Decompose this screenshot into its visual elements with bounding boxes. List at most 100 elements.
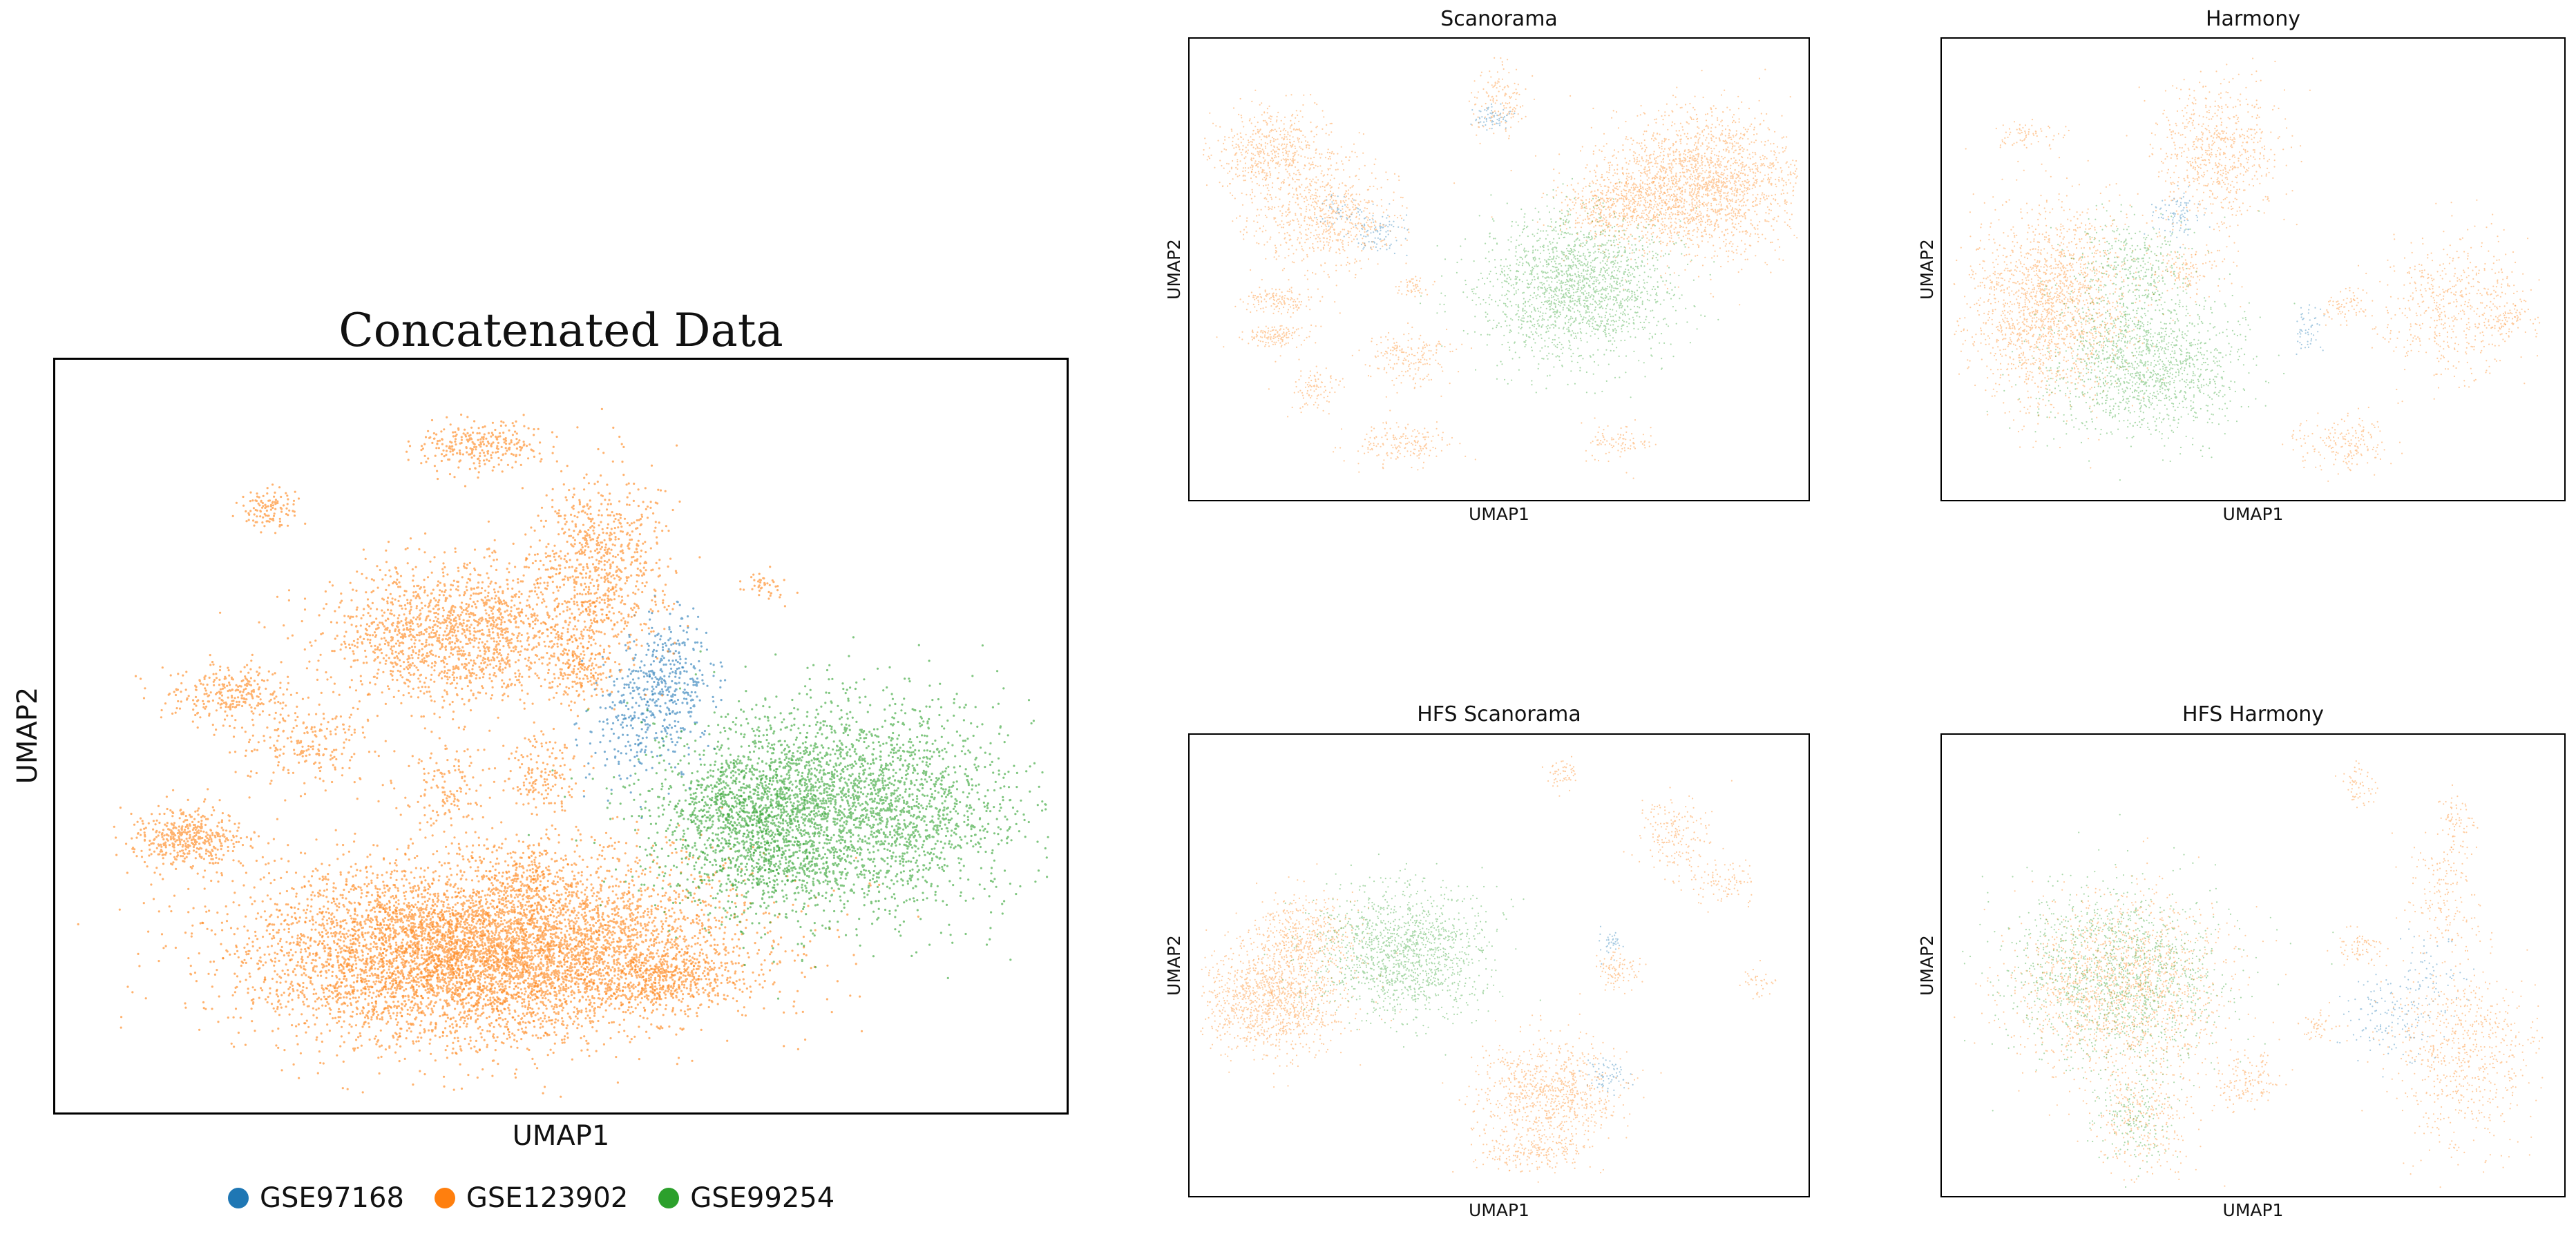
panel-title: Concatenated Data bbox=[338, 304, 783, 357]
series-GSE123902 bbox=[1203, 57, 1798, 479]
y-axis-label: UMAP2 bbox=[1164, 239, 1184, 300]
cluster-GSE97168-1 bbox=[2296, 304, 2325, 356]
panel-concatenated: Concatenated Data UMAP1 UMAP2 bbox=[0, 0, 1078, 1167]
cluster-GSE123902-7 bbox=[1325, 322, 1473, 398]
cluster-GSE123902-2 bbox=[2361, 920, 2544, 1188]
cluster-GSE123902-6 bbox=[2132, 235, 2243, 308]
legend-marker bbox=[434, 1188, 455, 1208]
cluster-GSE123902-7 bbox=[2334, 760, 2378, 809]
cluster-GSE123902-3 bbox=[1452, 1121, 1594, 1174]
panel-title: Harmony bbox=[2205, 7, 2301, 31]
cluster-GSE99254-0 bbox=[1962, 813, 2334, 1112]
cluster-GSE123902-5 bbox=[1673, 859, 1753, 913]
y-axis-label: UMAP2 bbox=[1164, 935, 1184, 996]
cluster-GSE123902-4 bbox=[2391, 827, 2493, 1001]
cluster-GSE123902-6 bbox=[2436, 784, 2479, 855]
cluster-GSE99254-1 bbox=[2045, 203, 2226, 356]
cluster-GSE123902-8 bbox=[2297, 1001, 2349, 1042]
cluster-GSE99254-0 bbox=[1419, 177, 1719, 398]
cluster-GSE123902-7 bbox=[2323, 287, 2374, 326]
cluster-GSE123902-5 bbox=[113, 788, 275, 897]
legend-label: GSE99254 bbox=[690, 1182, 835, 1214]
cluster-GSE99254-0 bbox=[1263, 854, 1541, 1056]
legend-label: GSE97168 bbox=[260, 1182, 404, 1214]
cluster-GSE123902-14 bbox=[467, 833, 570, 905]
x-axis-label: UMAP1 bbox=[1469, 1200, 1529, 1220]
panel-title: Scanorama bbox=[1440, 7, 1558, 31]
cluster-GSE123902-10 bbox=[1581, 417, 1657, 479]
cluster-GSE123902-1 bbox=[118, 800, 720, 1094]
cluster-GSE123902-5 bbox=[2327, 925, 2389, 967]
cluster-GSE123902-2 bbox=[584, 934, 766, 1018]
cluster-GSE123902-5 bbox=[2483, 296, 2541, 338]
cluster-GSE123902-6 bbox=[134, 654, 329, 736]
cluster-GSE97168-0 bbox=[2336, 974, 2446, 1078]
cluster-GSE123902-7 bbox=[1579, 947, 1647, 995]
cluster-GSE99254-1 bbox=[614, 724, 859, 939]
panel-title: HFS Harmony bbox=[2182, 702, 2324, 726]
cluster-GSE123902-0 bbox=[1200, 923, 1401, 1088]
x-axis-label: UMAP1 bbox=[512, 1120, 610, 1152]
y-axis-label: UMAP2 bbox=[1917, 239, 1937, 300]
cluster-GSE123902-1 bbox=[2119, 57, 2311, 263]
cluster-GSE123902-1 bbox=[2051, 1061, 2215, 1183]
scatter-area bbox=[1940, 733, 2566, 1197]
cluster-GSE123902-9 bbox=[1468, 57, 1536, 144]
series-GSE123902 bbox=[1200, 755, 1777, 1183]
cluster-GSE123902-6 bbox=[1268, 358, 1345, 418]
cluster-GSE123902-3 bbox=[2205, 1051, 2293, 1114]
series-GSE123902 bbox=[1953, 57, 2541, 482]
legend-entry-gse97168: GSE97168 bbox=[228, 1182, 404, 1214]
cluster-GSE123902-1 bbox=[1536, 148, 1704, 260]
series-GSE99254 bbox=[1263, 854, 1541, 1056]
y-axis-label: UMAP2 bbox=[12, 686, 44, 784]
legend-entry-gse123902: GSE123902 bbox=[434, 1182, 629, 1214]
cluster-GSE123902-10 bbox=[488, 721, 595, 831]
cluster-GSE123902-3 bbox=[1232, 133, 1456, 314]
cluster-GSE97168-0 bbox=[2144, 184, 2211, 249]
series-GSE97168 bbox=[573, 595, 727, 819]
legend-entry-gse99254: GSE99254 bbox=[658, 1182, 834, 1214]
cluster-GSE123902-6 bbox=[1541, 755, 1576, 797]
points-layer bbox=[1953, 57, 2541, 482]
series-GSE99254 bbox=[1986, 203, 2296, 481]
axes-frame bbox=[1940, 733, 2566, 1197]
scatter-area bbox=[1188, 37, 1810, 501]
y-axis-label: UMAP2 bbox=[1917, 935, 1937, 996]
axes-frame bbox=[1188, 37, 1810, 501]
cluster-GSE97168-0 bbox=[1343, 203, 1409, 256]
cluster-GSE123902-3 bbox=[219, 532, 667, 751]
series-GSE123902 bbox=[1954, 760, 2544, 1188]
panel-title: HFS Scanorama bbox=[1417, 702, 1581, 726]
cluster-GSE123902-4 bbox=[1623, 780, 1733, 883]
cluster-GSE123902-0 bbox=[1954, 837, 2287, 1187]
cluster-GSE123902-5 bbox=[1216, 324, 1322, 363]
legend-label: GSE123902 bbox=[466, 1182, 629, 1214]
cluster-GSE123902-2 bbox=[1203, 89, 1360, 219]
cluster-GSE123902-8 bbox=[1739, 960, 1777, 1000]
cluster-GSE97168-1 bbox=[1470, 103, 1516, 131]
cluster-GSE97168-2 bbox=[1315, 194, 1374, 227]
series-GSE99254 bbox=[527, 636, 1049, 1000]
x-axis-label: UMAP1 bbox=[2222, 1200, 2284, 1220]
scatter-area bbox=[53, 358, 1069, 1115]
scatter-area bbox=[1188, 733, 1810, 1197]
x-axis-label: UMAP1 bbox=[2222, 504, 2284, 524]
cluster-GSE123902-0 bbox=[1491, 68, 1798, 306]
cluster-GSE123902-0 bbox=[1953, 146, 2191, 469]
series-GSE97168 bbox=[1578, 925, 1634, 1097]
cluster-GSE123902-13 bbox=[739, 566, 799, 608]
cluster-GSE99254-0 bbox=[1986, 210, 2296, 481]
cluster-GSE123902-1 bbox=[1220, 863, 1398, 1006]
series-GSE97168 bbox=[1315, 103, 1516, 256]
series-GSE97168 bbox=[2144, 184, 2325, 356]
cluster-GSE123902-8 bbox=[1333, 409, 1476, 473]
axes-frame bbox=[1940, 37, 2566, 501]
scatter-area bbox=[1940, 37, 2566, 501]
cluster-GSE123902-9 bbox=[231, 483, 307, 534]
series-GSE97168 bbox=[2336, 928, 2475, 1078]
points-layer bbox=[1954, 760, 2544, 1188]
x-axis-label: UMAP1 bbox=[1469, 504, 1529, 524]
cluster-GSE99254-1 bbox=[2087, 1043, 2182, 1188]
